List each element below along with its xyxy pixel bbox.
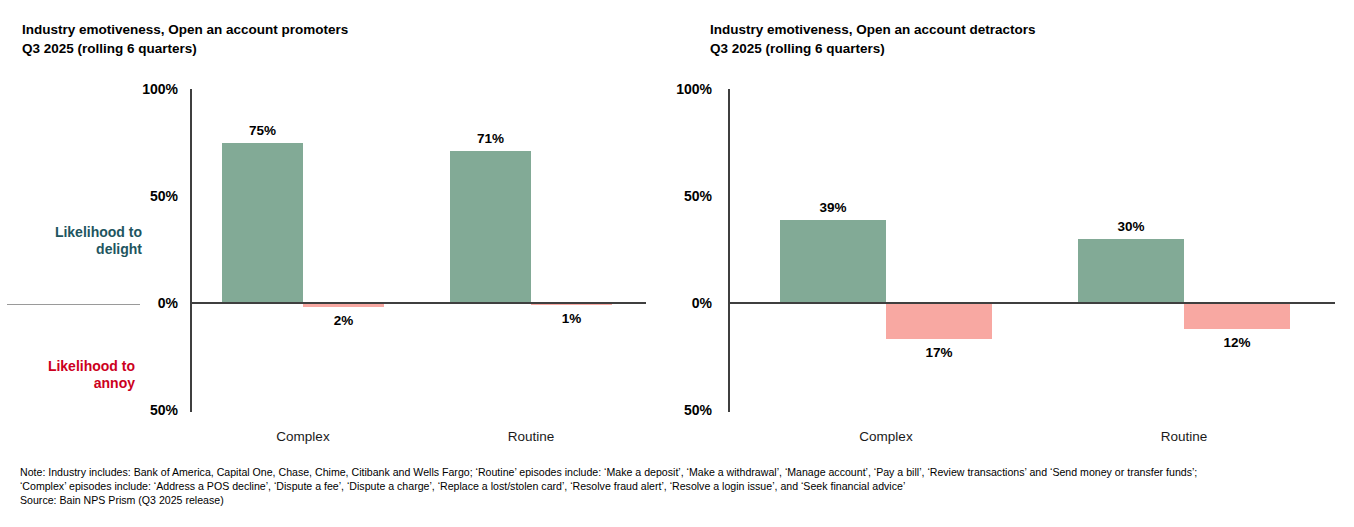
x-axis bbox=[728, 302, 1335, 304]
x-axis bbox=[190, 302, 646, 304]
chart-title-promoters: Industry emotiveness, Open an account pr… bbox=[22, 20, 348, 58]
likelihood-to-delight-line2: delight bbox=[0, 241, 142, 258]
chart-title-detractors: Industry emotiveness, Open an account de… bbox=[710, 20, 1036, 58]
delight-value-label: 39% bbox=[797, 200, 869, 216]
footnote-source: Source: Bain NPS Prism (Q3 2025 release) bbox=[20, 494, 1197, 508]
annoy-value-label: 12% bbox=[1201, 335, 1273, 351]
y-tick-label: 0% bbox=[648, 295, 712, 311]
likelihood-to-delight-line1: Likelihood to bbox=[0, 224, 142, 241]
y-tick-label: 0% bbox=[114, 295, 178, 311]
delight-bar bbox=[450, 151, 531, 303]
delight-bar bbox=[1078, 239, 1184, 303]
annoy-bar bbox=[886, 303, 992, 339]
y-tick-label: 50% bbox=[648, 188, 712, 204]
likelihood-to-annoy-label: Likelihood to annoy bbox=[0, 358, 135, 392]
y-tick-label: 100% bbox=[114, 81, 178, 97]
figure-canvas: Industry emotiveness, Open an account pr… bbox=[0, 0, 1354, 527]
category-label: Complex bbox=[243, 429, 363, 445]
chart-title-promoters-line1: Industry emotiveness, Open an account pr… bbox=[22, 20, 348, 39]
chart-title-detractors-line2: Q3 2025 (rolling 6 quarters) bbox=[710, 39, 1036, 58]
delight-value-label: 75% bbox=[227, 123, 299, 139]
y-tick-label: 100% bbox=[648, 81, 712, 97]
y-tick-label: 50% bbox=[648, 402, 712, 418]
category-label: Complex bbox=[826, 429, 946, 445]
category-label: Routine bbox=[471, 429, 591, 445]
delight-value-label: 71% bbox=[455, 131, 527, 147]
y-tick-label: 50% bbox=[114, 402, 178, 418]
footnote-note-line2: ‘Complex’ episodes include: ‘Address a P… bbox=[20, 480, 1197, 494]
annoy-value-label: 17% bbox=[903, 345, 975, 361]
y-axis bbox=[190, 89, 192, 412]
delight-bar bbox=[222, 143, 303, 304]
footnote-note-line1: Note: Industry includes: Bank of America… bbox=[20, 466, 1197, 480]
chart-title-detractors-line1: Industry emotiveness, Open an account de… bbox=[710, 20, 1036, 39]
annoy-value-label: 2% bbox=[308, 313, 380, 329]
likelihood-to-delight-label: Likelihood to delight bbox=[0, 224, 142, 258]
annoy-value-label: 1% bbox=[536, 311, 608, 327]
likelihood-to-annoy-line2: annoy bbox=[0, 375, 135, 392]
delight-bar bbox=[780, 220, 886, 303]
y-tick-label: 50% bbox=[114, 188, 178, 204]
footnote: Note: Industry includes: Bank of America… bbox=[20, 466, 1197, 508]
y-axis bbox=[728, 89, 730, 412]
delight-value-label: 30% bbox=[1095, 219, 1167, 235]
chart-title-promoters-line2: Q3 2025 (rolling 6 quarters) bbox=[22, 39, 348, 58]
category-label: Routine bbox=[1124, 429, 1244, 445]
likelihood-to-annoy-line1: Likelihood to bbox=[0, 358, 135, 375]
annoy-bar bbox=[1184, 303, 1290, 329]
